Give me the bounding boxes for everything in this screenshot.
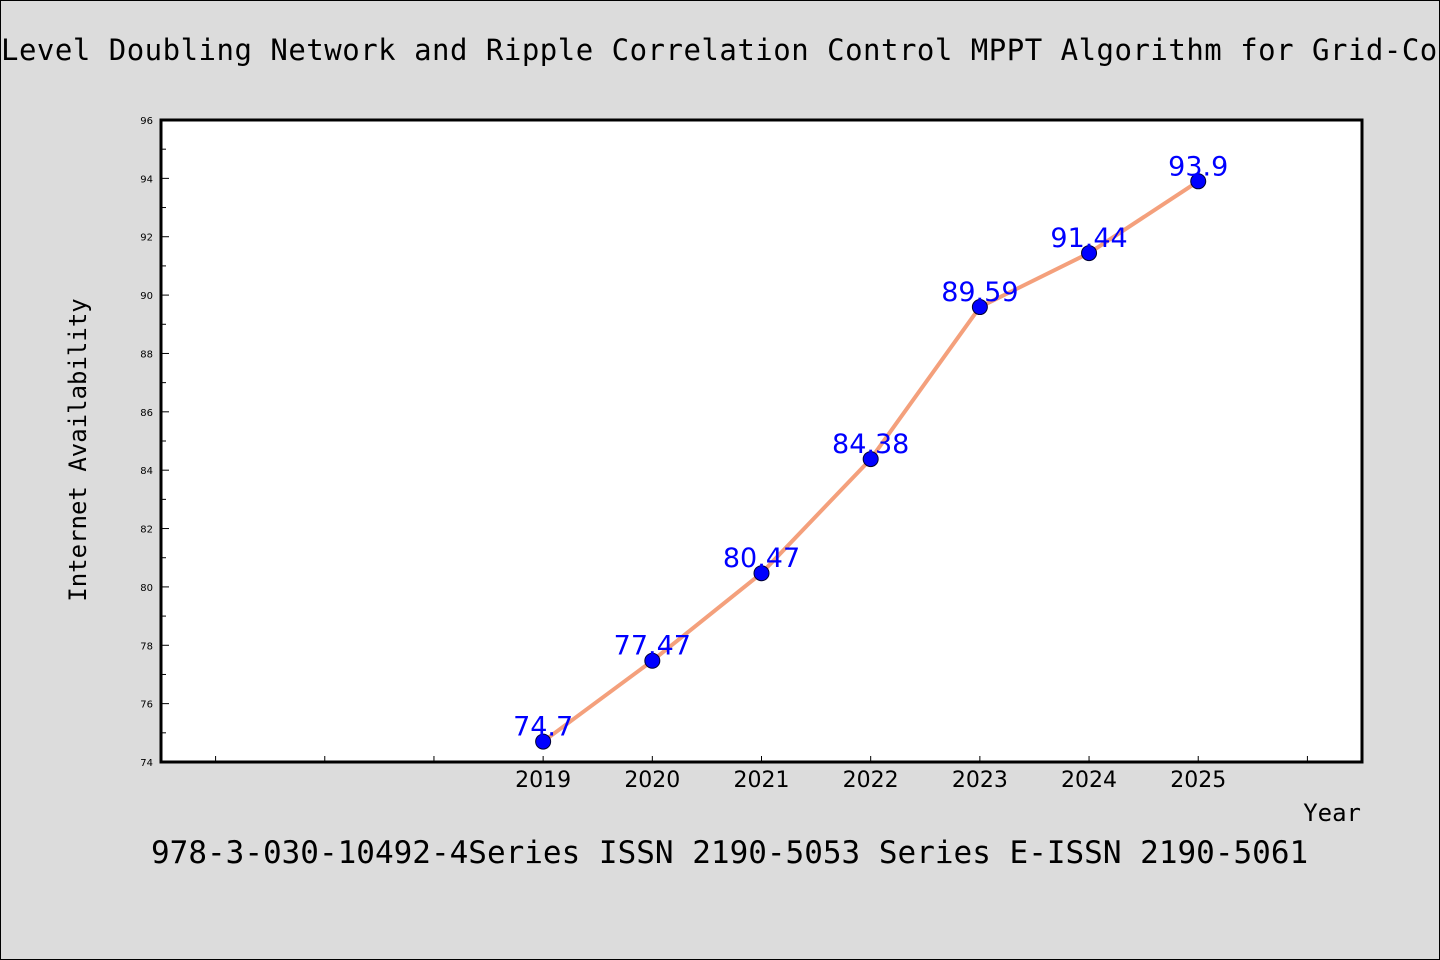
- data-point: [862, 451, 879, 468]
- data-point: [644, 652, 661, 669]
- x-tick-label: 2024: [1061, 768, 1117, 793]
- y-tick-label: 82: [140, 525, 153, 536]
- x-tick-label: 2020: [624, 768, 680, 793]
- y-tick-label: 86: [140, 408, 153, 419]
- x-tick-label: 2019: [515, 768, 571, 793]
- y-tick-label: 80: [140, 583, 153, 594]
- y-tick-label: 76: [140, 700, 153, 711]
- data-labels: 74.7 77.47 80.47 84.38 89.59 91.44 93.9: [513, 151, 1228, 742]
- x-tick-label: 2025: [1170, 768, 1226, 793]
- y-tick-label: 78: [140, 641, 153, 652]
- y-tick-label: 88: [140, 349, 153, 360]
- data-label: 74.7: [513, 712, 573, 743]
- data-point: [753, 565, 770, 582]
- x-tick-label: 2022: [843, 768, 899, 793]
- data-point: [971, 299, 988, 316]
- y-tick-label: 92: [140, 233, 153, 244]
- x-tick-label: 2023: [952, 768, 1008, 793]
- y-axis-label: Internet Availability: [64, 298, 92, 601]
- data-point: [1081, 245, 1098, 262]
- y-tick-label: 90: [140, 291, 153, 302]
- data-point: [535, 733, 552, 750]
- x-tick-label: 2021: [734, 768, 790, 793]
- data-label: 93.9: [1168, 151, 1228, 182]
- x-axis: 2019 2020 2021 2022 2023 2024 2025: [215, 756, 1308, 793]
- x-axis-label: Year: [1303, 799, 1361, 827]
- data-point: [1190, 173, 1207, 190]
- y-tick-label: 96: [140, 116, 153, 127]
- series-markers: [535, 173, 1207, 750]
- y-axis: 74 76 78 80 82 84 86 88 90 92 94 96: [140, 116, 169, 769]
- page-title: Level Doubling Network and Ripple Correl…: [1, 33, 1438, 67]
- y-tick-label: 94: [140, 174, 153, 185]
- data-label: 91.44: [1050, 223, 1127, 254]
- data-label: 77.47: [614, 631, 691, 662]
- footer-isbn: 978-3-030-10492-4Series ISSN 2190-5053 S…: [151, 835, 1309, 871]
- plot-area: [159, 118, 1364, 764]
- data-label: 89.59: [941, 277, 1018, 308]
- y-tick-label: 84: [140, 466, 153, 477]
- data-label: 80.47: [723, 543, 800, 574]
- y-tick-label: 74: [140, 758, 153, 769]
- data-label: 84.38: [832, 429, 909, 460]
